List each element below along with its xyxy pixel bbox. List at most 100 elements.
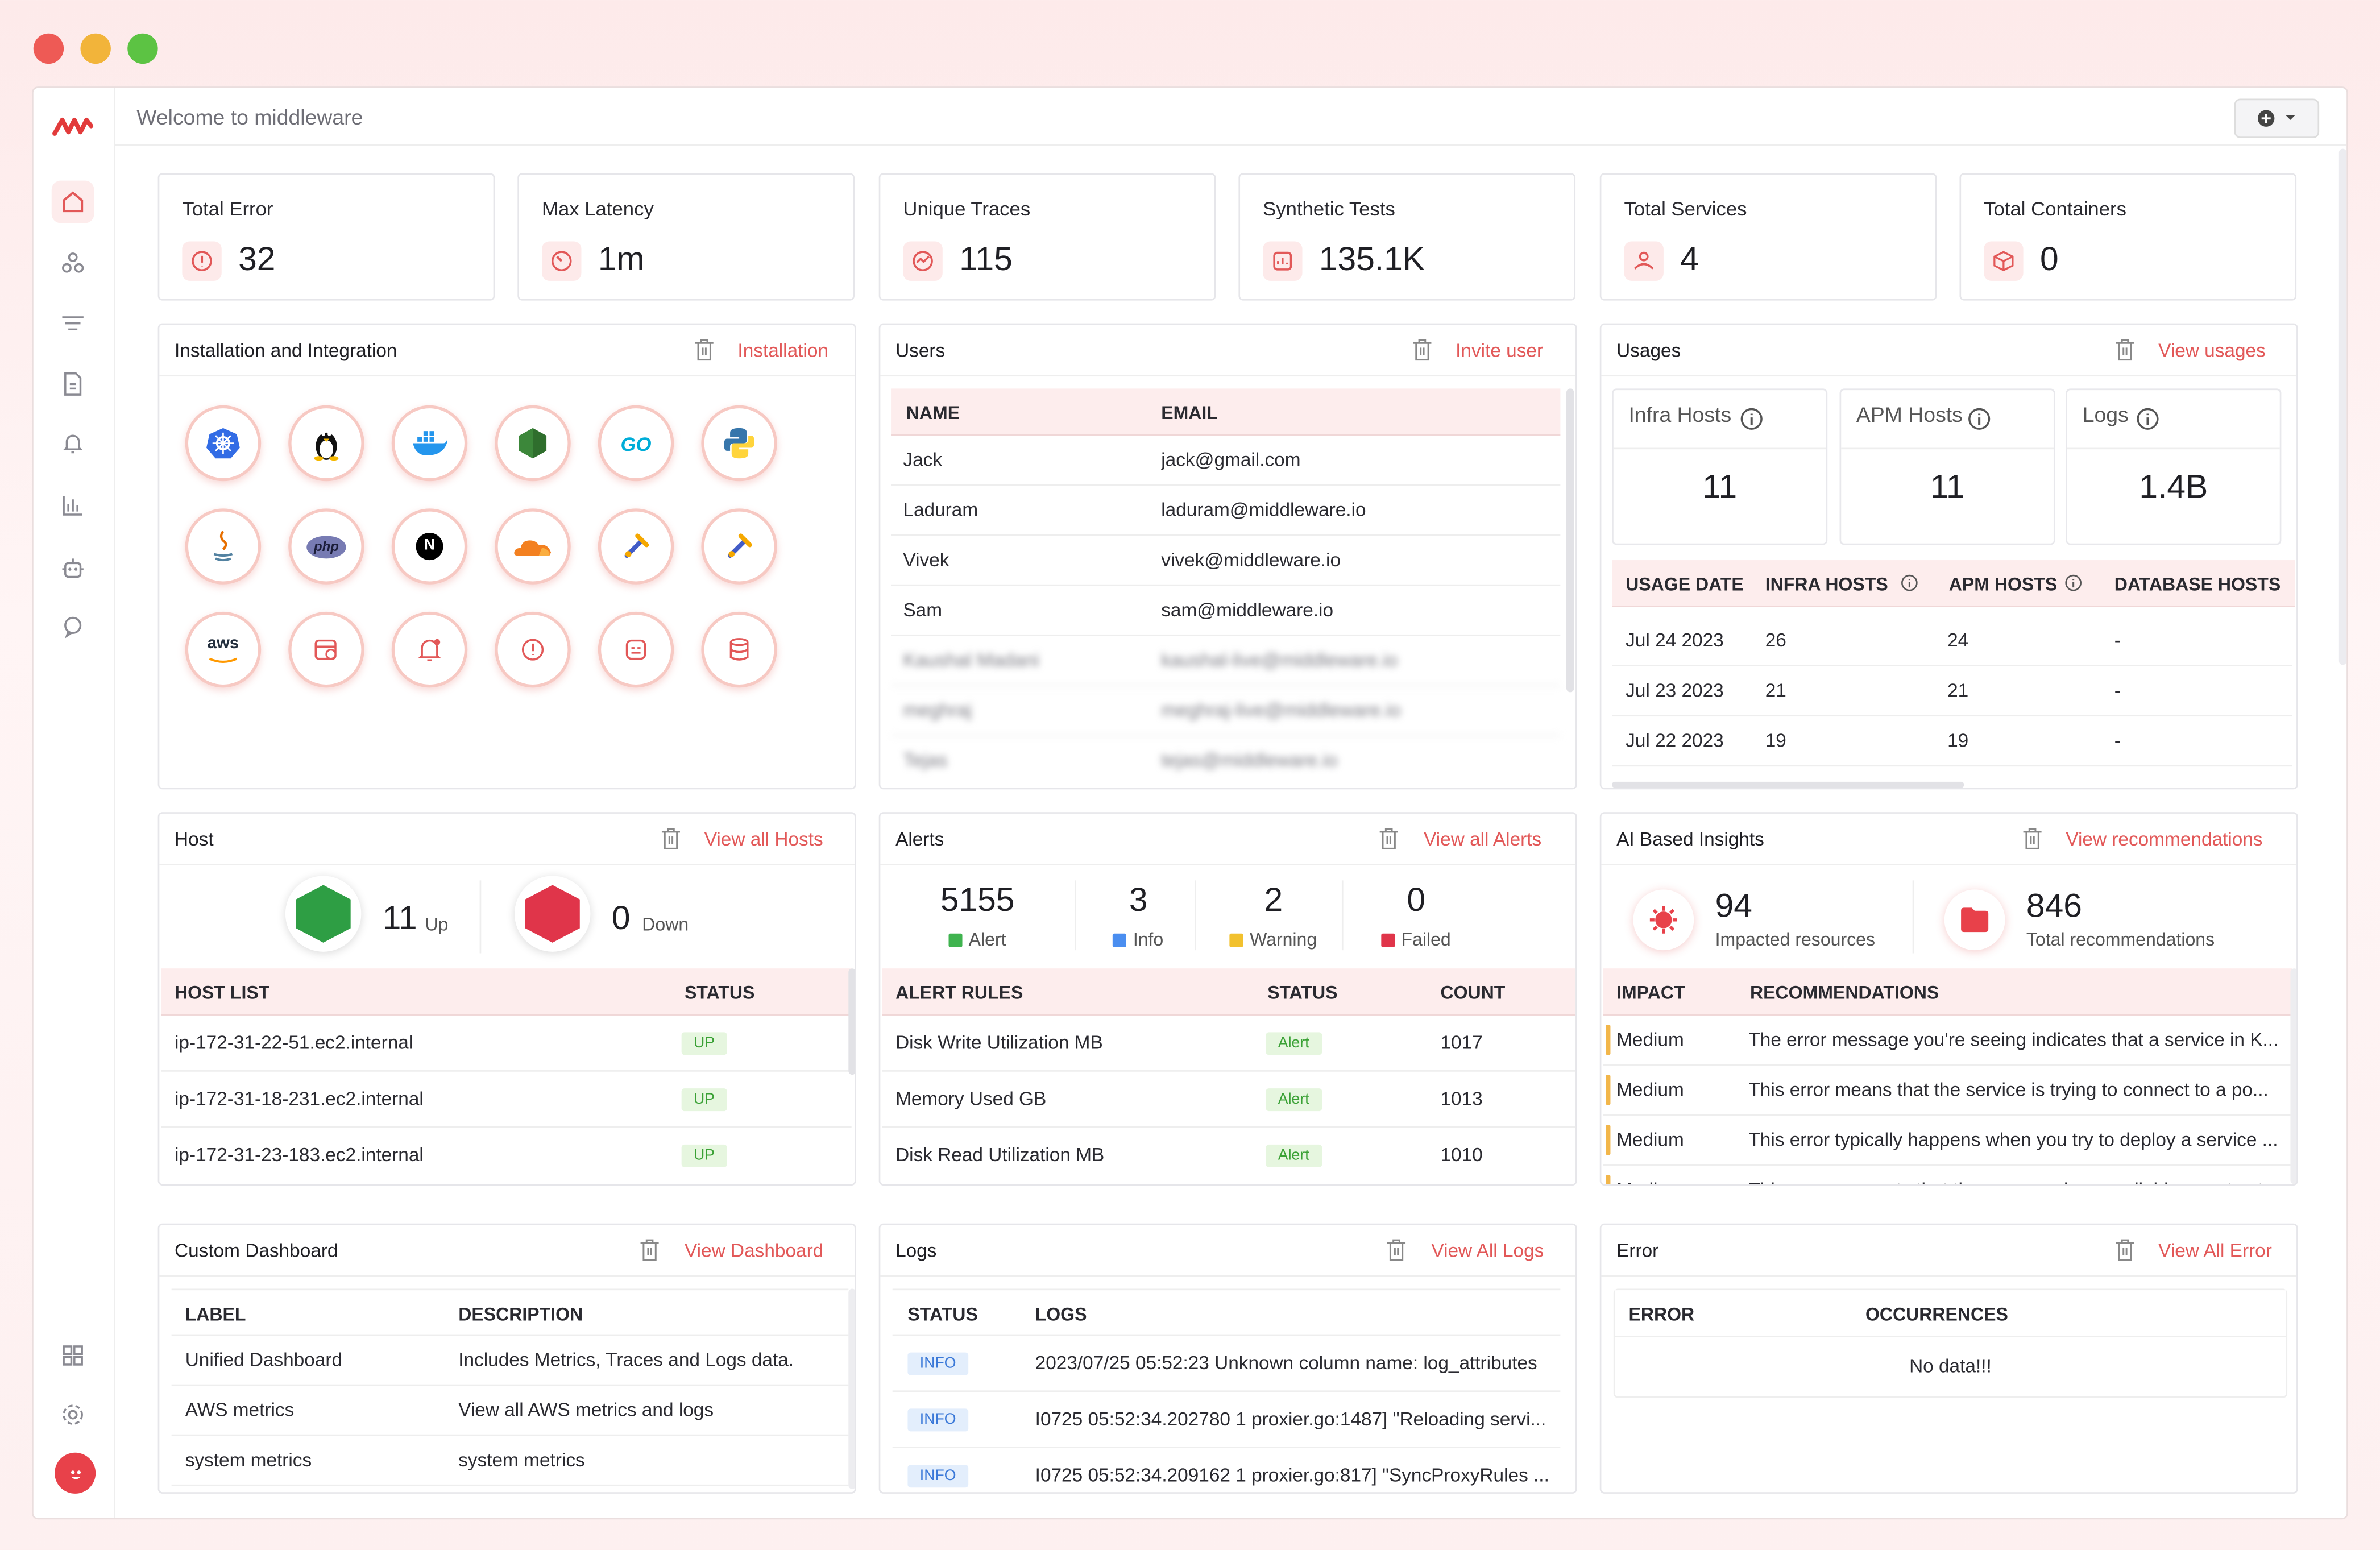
stat-total-error[interactable]: Total Error 32 — [157, 173, 495, 301]
trash-icon[interactable] — [1378, 827, 1399, 850]
table-row[interactable]: ip-172-31-18-231.ec2.internal UP — [160, 1072, 852, 1128]
table-row[interactable]: ip-172-31-22-51.ec2.internal UP — [160, 1016, 852, 1072]
trash-icon[interactable] — [2114, 1238, 2136, 1261]
robot-icon[interactable] — [56, 551, 90, 585]
view-all-alerts-link[interactable]: View all Alerts — [1424, 828, 1542, 850]
table-row[interactable]: Medium This error means that the service … — [1603, 1066, 2292, 1116]
view-all-error-link[interactable]: View All Error — [2158, 1240, 2272, 1262]
table-row[interactable]: Unified Dashboard Includes Metrics, Trace… — [171, 1336, 849, 1386]
nextjs-integration[interactable]: N — [391, 508, 468, 585]
table-row[interactable]: Kaushal Madani kaushal-live@middleware.io — [891, 636, 1561, 686]
table-row[interactable]: INFO 2023/07/25 05:52:23 Unknown column n… — [892, 1336, 1561, 1392]
bell-icon[interactable] — [56, 426, 90, 460]
info-icon[interactable] — [1739, 407, 1764, 431]
scrollbar[interactable] — [1566, 388, 1574, 693]
table-row[interactable]: Disk Read Utilization MB Alert 1010 — [882, 1128, 1575, 1184]
nodejs-integration[interactable] — [495, 405, 571, 482]
trash-icon[interactable] — [2114, 338, 2136, 361]
settings-gear-icon[interactable] — [56, 1398, 90, 1432]
document-icon[interactable] — [56, 367, 90, 401]
table-row[interactable]: Jul 22 2023 19 19- — [1612, 716, 2292, 767]
database-integration[interactable] — [701, 611, 777, 688]
trash-icon[interactable] — [1412, 338, 1433, 361]
stat-total-containers[interactable]: Total Containers 0 — [1959, 173, 2297, 301]
table-row[interactable]: INFO I0725 05:52:34.202780 1 proxier.go:1… — [892, 1392, 1561, 1448]
table-row[interactable]: Jack jack@gmail.com — [891, 436, 1561, 486]
maximize-window-button[interactable] — [127, 33, 158, 64]
user-avatar[interactable] — [55, 1452, 96, 1494]
view-all-logs-link[interactable]: View All Logs — [1431, 1240, 1544, 1262]
alert-summary-alert[interactable]: 5155 Alert — [909, 880, 1091, 950]
kubernetes-integration[interactable] — [185, 405, 262, 482]
python-integration[interactable] — [701, 405, 777, 482]
linux-integration[interactable] — [288, 405, 364, 482]
table-row[interactable]: Medium This error typically happens when … — [1603, 1116, 2292, 1166]
trash-icon[interactable] — [1386, 1238, 1407, 1261]
table-row[interactable]: Medium The error message you're seeing in… — [1603, 1016, 2292, 1066]
stat-total-services[interactable]: Total Services 4 — [1599, 173, 1937, 301]
go-integration[interactable]: GO — [598, 405, 674, 482]
info-icon[interactable] — [2064, 574, 2083, 592]
table-row[interactable]: Memory Used GB Alert 1013 — [882, 1072, 1576, 1128]
alert-summary-warning[interactable]: 2 Warning — [1217, 880, 1330, 950]
info-icon[interactable] — [1967, 407, 1992, 431]
close-window-button[interactable] — [33, 33, 64, 64]
middleware-logo[interactable] — [52, 113, 94, 140]
opentelemetry-sdk-integration[interactable] — [701, 508, 777, 585]
trash-icon[interactable] — [694, 338, 715, 361]
table-row[interactable]: Laduram laduram@middleware.io — [891, 486, 1561, 536]
table-row[interactable]: Disk Write Utilization MB Alert 1017 — [882, 1016, 1576, 1072]
table-row[interactable]: AWS metrics View all AWS metrics and logs — [171, 1386, 849, 1436]
scrollbar[interactable] — [2290, 968, 2297, 1184]
scrollbar[interactable] — [848, 1288, 855, 1489]
custom-metrics-integration[interactable] — [598, 611, 674, 688]
table-row[interactable]: Vivek vivek@middleware.io — [891, 536, 1561, 586]
trash-icon[interactable] — [639, 1238, 660, 1261]
trash-icon[interactable] — [660, 827, 681, 850]
stat-unique-traces[interactable]: Unique Traces 115 — [878, 173, 1216, 301]
home-icon[interactable] — [51, 180, 94, 223]
cloudflare-integration[interactable] — [495, 508, 571, 585]
hosts-up-label: Up — [425, 914, 449, 935]
table-row[interactable]: INFO I0725 05:52:34.209162 1 proxier.go:8… — [893, 1448, 1561, 1492]
info-icon[interactable] — [1900, 574, 1918, 592]
alerts-integration[interactable] — [391, 611, 468, 688]
infrastructure-icon[interactable] — [56, 246, 90, 279]
add-menu-button[interactable] — [2234, 98, 2320, 138]
php-integration[interactable]: php — [288, 508, 364, 585]
invite-user-link[interactable]: Invite user — [1456, 339, 1544, 362]
docker-integration[interactable] — [391, 405, 468, 482]
view-usages-link[interactable]: View usages — [2158, 339, 2266, 362]
table-row[interactable]: meghraj meghraj-live@middleware.io — [891, 686, 1561, 736]
apps-grid-icon[interactable] — [56, 1339, 90, 1373]
minimize-window-button[interactable] — [80, 33, 111, 64]
table-row[interactable]: Jul 23 2023 21 21- — [1612, 666, 2292, 717]
error-tracking-integration[interactable] — [495, 611, 571, 688]
installation-link[interactable]: Installation — [737, 339, 828, 362]
aws-integration[interactable]: aws — [185, 611, 262, 688]
horizontal-scrollbar[interactable] — [1612, 781, 1964, 788]
table-row[interactable]: ip-172-31-23-183.ec2.internal UP — [161, 1128, 852, 1184]
alert-summary-failed[interactable]: 0 Failed — [1366, 880, 1466, 950]
java-integration[interactable] — [185, 508, 262, 585]
support-chat-icon[interactable] — [56, 610, 90, 644]
table-row[interactable]: Sam sam@middleware.io — [891, 586, 1561, 636]
view-recommendations-link[interactable]: View recommendations — [2066, 828, 2263, 850]
bar-chart-icon[interactable] — [56, 489, 90, 523]
scrollbar[interactable] — [848, 968, 855, 1075]
table-row[interactable]: Jul 24 2023 26 24- — [1612, 616, 2292, 666]
synthetic-monitor-integration[interactable] — [288, 611, 364, 688]
alert-summary-info[interactable]: 3 Info — [1093, 880, 1184, 950]
table-row[interactable]: system metrics system metrics — [171, 1436, 849, 1486]
view-dashboard-link[interactable]: View Dashboard — [684, 1240, 824, 1262]
trash-icon[interactable] — [2022, 827, 2043, 850]
logs-icon[interactable] — [56, 306, 90, 340]
view-all-hosts-link[interactable]: View all Hosts — [704, 828, 823, 850]
page-scrollbar[interactable] — [2338, 148, 2347, 665]
info-icon[interactable] — [2136, 407, 2160, 431]
stat-max-latency[interactable]: Max Latency 1m — [517, 173, 855, 301]
opentelemetry-collector-integration[interactable] — [598, 508, 674, 585]
stat-synthetic-tests[interactable]: Synthetic Tests 135.1K — [1238, 173, 1576, 301]
table-row[interactable]: Tejas tejas@middleware.io — [903, 749, 1338, 772]
